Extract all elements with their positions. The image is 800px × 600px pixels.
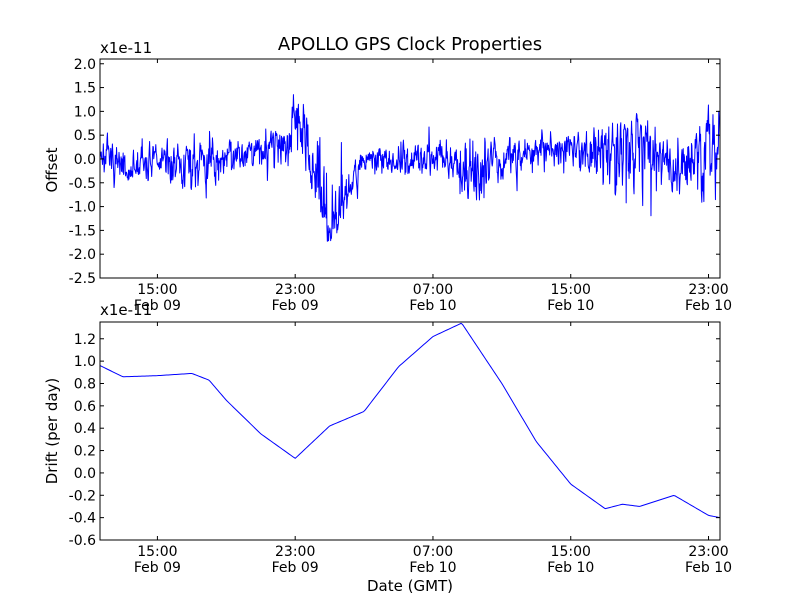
drift-x-tick-time-label: 15:00 <box>551 544 591 560</box>
offset-x-tick-date-label: Feb 09 <box>272 298 319 314</box>
offset-y-tick-label: -1.0 <box>69 200 96 216</box>
offset-x-tick-time-label: 15:00 <box>137 282 177 298</box>
drift-axis-label: Drift (per day) <box>43 378 61 485</box>
drift-axes-frame <box>99 321 721 541</box>
drift-y-tick-label: 0.6 <box>74 399 96 415</box>
drift-y-tick-label: 0.8 <box>74 376 96 392</box>
x-axis-label: Date (GMT) <box>367 577 453 595</box>
offset-x-tick-time-label: 23:00 <box>275 282 315 298</box>
offset-y-tick-label: -2.5 <box>69 271 96 287</box>
drift-x-tick-date-label: Feb 10 <box>547 560 594 576</box>
drift-y-tick-label: 1.0 <box>74 354 96 370</box>
offset-y-tick-label: 1.0 <box>74 104 96 120</box>
drift-y-tick-label: 1.2 <box>74 332 96 348</box>
drift-y-tick-label: -0.4 <box>69 511 96 527</box>
drift-x-tick-date-label: Feb 09 <box>272 560 319 576</box>
drift-y-tick-label: 0.4 <box>74 421 96 437</box>
offset-y-tick-label: -2.0 <box>69 247 96 263</box>
offset-x-tick-time-label: 07:00 <box>413 282 453 298</box>
drift-x-tick-time-label: 07:00 <box>413 544 453 560</box>
offset-y-tick-label: 0.5 <box>74 128 96 144</box>
offset-x-tick-date-label: Feb 10 <box>685 298 732 314</box>
drift-x-tick-time-label: 23:00 <box>688 544 728 560</box>
drift-y-tick-label: -0.6 <box>69 533 96 549</box>
offset-axis-label: Offset <box>43 147 61 192</box>
offset-y-tick-label: -1.5 <box>69 223 96 239</box>
drift-x-tick-time-label: 23:00 <box>275 544 315 560</box>
offset-y-tick-label: 2.0 <box>74 57 96 73</box>
offset-axes-frame <box>99 58 721 279</box>
drift-x-tick-date-label: Feb 10 <box>409 560 456 576</box>
drift-y-tick-label: 0.2 <box>74 444 96 460</box>
offset-x-tick-date-label: Feb 10 <box>409 298 456 314</box>
offset-plot: -2.5 -2.0 -1.5 -1.0 -0.5 0.0 0.5 1.0 1.5 2.0 15:00… <box>69 57 732 314</box>
drift-plot: -0.6-0.4-0.20.00.20.40.60.81.01.215:00Fe… <box>69 321 732 576</box>
drift-x-tick-time-label: 15:00 <box>137 544 177 560</box>
offset-multiplier: x1e-11 <box>100 39 152 57</box>
offset-x-tick-date-label: Feb 09 <box>134 298 181 314</box>
drift-y-tick-label: 0.0 <box>74 466 96 482</box>
offset-y-tick-label: -0.5 <box>69 176 96 192</box>
offset-y-tick-label: 0.0 <box>74 152 96 168</box>
drift-y-tick-label: -0.2 <box>69 488 96 504</box>
drift-x-tick-date-label: Feb 09 <box>134 560 181 576</box>
offset-x-tick-time-label: 23:00 <box>688 282 728 298</box>
chart-title: APOLLO GPS Clock Properties <box>278 34 542 55</box>
offset-series-line <box>99 94 721 242</box>
drift-series-line <box>99 322 721 519</box>
drift-multiplier: x1e-11 <box>100 301 152 319</box>
drift-x-tick-date-label: Feb 10 <box>685 560 732 576</box>
offset-x-tick-date-label: Feb 10 <box>547 298 594 314</box>
offset-x-tick-time-label: 15:00 <box>551 282 591 298</box>
offset-y-tick-label: 1.5 <box>74 81 96 97</box>
